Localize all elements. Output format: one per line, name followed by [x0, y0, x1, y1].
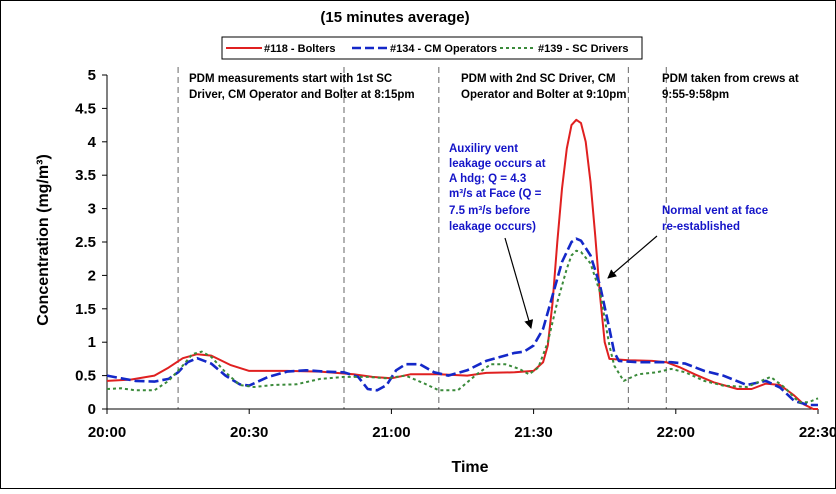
legend: #118 - Bolters #134 - CM Operators #139 …: [221, 36, 643, 60]
legend-label-bolters: #118 - Bolters: [264, 43, 336, 55]
x-tick-label: 21:00: [372, 424, 410, 441]
x-tick-label: 22:00: [657, 424, 695, 441]
x-axis-title: Time: [451, 459, 488, 476]
y-tick-label: 2: [88, 267, 96, 284]
annotation-leakage-line-1: Auxiliry vent: [449, 143, 518, 155]
y-tick-labels: 0 0.5 1 1.5 2 2.5 3 3.5 4 4.5 5: [75, 67, 97, 418]
x-tick-labels: 20:00 20:30 21:00 21:30 22:00 22:30: [88, 424, 836, 441]
arrow-normal-vent: [607, 235, 658, 279]
annotation-leakage-line-6: leakage occurs): [449, 221, 536, 233]
x-tick-label: 22:30: [799, 424, 836, 441]
x-tick-label: 20:30: [230, 424, 268, 441]
series-line-1: [106, 118, 818, 410]
axes: [102, 74, 819, 414]
legend-label-cm-operators: #134 - CM Operators: [390, 43, 497, 55]
y-tick-label: 0.5: [75, 368, 96, 385]
y-tick-label: 3.5: [75, 167, 96, 184]
y-tick-label: 0: [88, 401, 96, 418]
annotation-pdm-start-line-2: Driver, CM Operator and Bolter at 8:15pm: [189, 89, 415, 101]
vertical-marker-lines: [177, 67, 667, 409]
legend-label-sc-drivers: #139 - SC Drivers: [538, 43, 629, 55]
annotation-leakage: Auxiliry vent leakage occurs at A hdg; Q…: [449, 143, 546, 233]
y-tick-label: 1.5: [75, 301, 96, 318]
annotation-pdm-taken: PDM taken from crews at 9:55-9:58pm: [662, 73, 799, 101]
y-tick-label: 2.5: [75, 234, 96, 251]
annotation-leakage-line-4: m³/s at Face (Q =: [449, 188, 542, 200]
annotation-pdm-start: PDM measurements start with 1st SC Drive…: [189, 73, 415, 101]
annotation-normal-vent: Normal vent at face re-established: [662, 205, 768, 233]
arrow-leakage: [504, 237, 534, 329]
annotation-pdm-start-line-1: PDM measurements start with 1st SC: [189, 73, 392, 85]
annotation-leakage-line-2: leakage occurs at: [449, 158, 546, 170]
y-tick-label: 5: [88, 67, 96, 84]
annotation-normal-vent-line-1: Normal vent at face: [662, 205, 768, 217]
data-series: [106, 118, 819, 410]
y-tick-label: 1: [88, 334, 96, 351]
y-axis-title: Concentration (mg/m³): [35, 154, 52, 326]
y-tick-label: 4.5: [75, 100, 96, 117]
annotation-pdm-second: PDM with 2nd SC Driver, CM Operator and …: [461, 73, 627, 101]
series-line-3: [106, 249, 819, 404]
annotation-leakage-line-5: 7.5 m³/s before: [449, 205, 530, 217]
annotation-leakage-line-3: A hdg; Q = 4.3: [449, 173, 526, 185]
annotation-normal-vent-line-2: re-established: [662, 221, 740, 233]
annotation-pdm-taken-line-2: 9:55-9:58pm: [662, 89, 729, 101]
annotation-pdm-second-line-1: PDM with 2nd SC Driver, CM: [461, 73, 616, 85]
x-tick-label: 20:00: [88, 424, 126, 441]
legend-box: [221, 36, 643, 60]
annotation-pdm-taken-line-1: PDM taken from crews at: [662, 73, 799, 85]
annotation-pdm-second-line-2: Operator and Bolter at 9:10pm: [461, 89, 627, 101]
chart-title: (15 minutes average): [320, 9, 469, 26]
series-line-2: [106, 237, 818, 407]
y-tick-label: 3: [88, 201, 96, 218]
x-tick-label: 21:30: [514, 424, 552, 441]
y-tick-label: 4: [88, 134, 97, 151]
